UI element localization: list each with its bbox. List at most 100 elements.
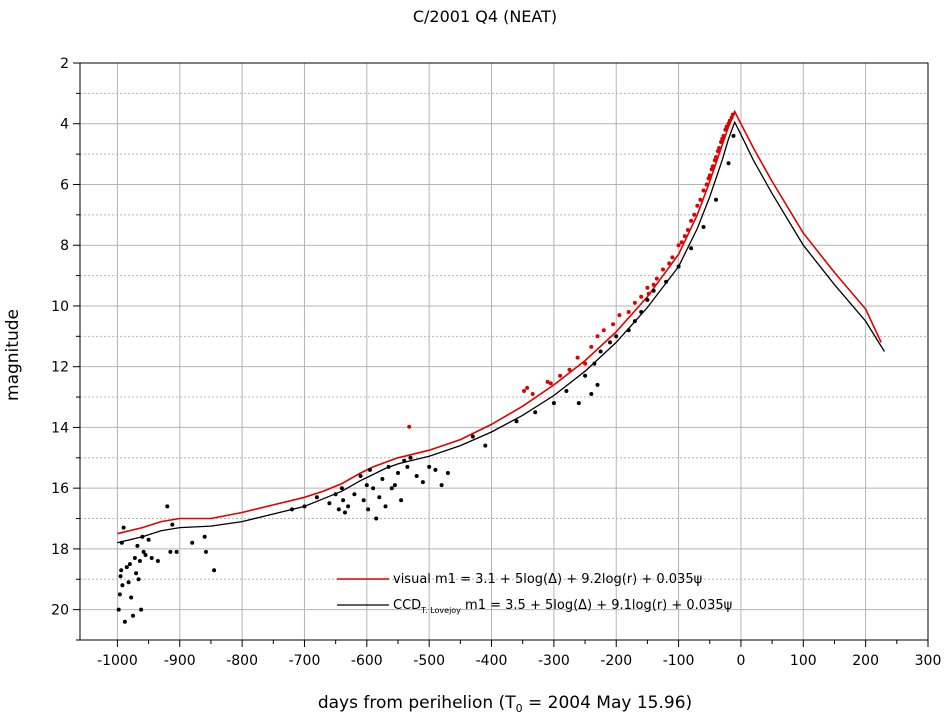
observation-points [116,112,736,624]
visual-data-point [583,361,588,366]
ccd-data-point [366,507,371,512]
x-tick-label: -600 [351,653,383,669]
visual-data-point [545,379,550,384]
visual-data-point [704,182,709,187]
ccd-data-point [135,543,140,548]
ccd-data-point [165,504,170,509]
visual-data-point [682,234,687,239]
ccd-data-point [420,480,425,485]
visual-data-point [530,392,535,396]
ccd-data-point [131,613,135,618]
visual-data-point [646,291,651,296]
ccd-model-curve [117,120,885,544]
ccd-data-point [371,486,376,491]
visual-data-point [709,167,714,172]
visual-data-point [701,188,706,193]
x-axis-label-main: days from perihelion (T [318,693,516,713]
ccd-data-point [514,419,519,424]
x-tick-label: -200 [600,653,632,669]
ccd-data-point [701,225,706,229]
ccd-data-point [343,510,347,515]
ccd-data-point [399,498,404,503]
visual-data-point [730,112,735,117]
ccd-data-point [314,495,319,500]
ccd-data-point [564,389,569,393]
ccd-data-point [336,507,341,512]
x-tick-label: -700 [289,653,321,669]
ccd-data-point [639,310,644,314]
visual-data-point [548,381,553,386]
visual-data-point [724,124,729,129]
ccd-data-point [714,197,718,202]
ccd-data-point [374,516,379,521]
ccd-data-point [155,559,160,563]
y-tick-label: 18 [51,542,69,558]
ccd-data-point [598,349,603,354]
visual-data-point [729,115,734,120]
ccd-data-point [483,443,488,448]
x-tick-label: -300 [538,653,570,669]
ccd-data-point [124,565,129,570]
ccd-data-point [396,471,400,475]
ccd-data-point [576,401,581,406]
y-tick-label: 14 [51,420,69,436]
x-tick-label: 0 [736,653,745,669]
ccd-data-point [589,392,594,396]
ccd-data-point [614,334,619,339]
ccd-data-point [140,534,145,539]
visual-data-point [645,285,650,290]
ccd-data-point [204,549,208,554]
ccd-data-point [346,504,351,509]
visual-data-point [661,267,665,272]
ccd-data-point [126,580,131,585]
x-tick-label: 100 [790,653,817,669]
ccd-data-point [119,568,124,573]
visual-data-point [651,282,656,287]
ccd-data-point [583,373,588,378]
ccd-data-point [143,553,148,557]
visual-data-point [670,255,675,260]
x-tick-label: 300 [915,653,942,669]
ccd-data-point [127,562,132,567]
ccd-data-point [116,607,121,612]
visual-data-point [712,158,717,163]
visual-data-point [706,176,711,181]
ccd-data-point [383,504,388,509]
visual-data-point [726,121,731,126]
visual-data-point [695,203,700,208]
y-tick-label: 4 [60,117,69,133]
plot-frame [79,62,929,641]
ccd-data-point [408,455,413,460]
ccd-data-point [632,319,637,324]
ccd-data-point [380,477,385,481]
ccd-data-point [386,464,391,469]
visual-data-point [710,164,715,169]
visual-data-point [689,218,694,223]
visual-data-point [589,344,594,349]
ccd-data-point [341,498,346,503]
visual-data-point [654,276,659,281]
ccd-data-point [592,361,597,366]
ccd-data-point [134,571,139,576]
ccd-data-point [170,522,175,527]
ccd-data-point [664,279,669,284]
visual-data-point [714,155,718,160]
ccd-data-point [174,549,179,554]
x-tick-label: -400 [476,653,508,669]
x-axis-label-tail: = 2004 May 15.96) [523,693,693,713]
visual-data-point [626,310,631,314]
visual-data-point [720,136,725,141]
visual-data-point [522,389,526,393]
ccd-data-point [651,288,656,293]
ccd-data-point [212,568,217,573]
ccd-data-point [445,471,450,475]
ccd-data-point [117,592,122,597]
visual-data-point [719,140,723,144]
x-tick-label: -800 [226,653,258,669]
ccd-data-point [190,540,195,545]
y-tick-label: 12 [51,360,69,376]
ccd-data-point [608,340,612,345]
ccd-data-point [364,483,369,488]
ccd-data-point [202,534,207,539]
y-tick-label: 10 [51,299,69,315]
